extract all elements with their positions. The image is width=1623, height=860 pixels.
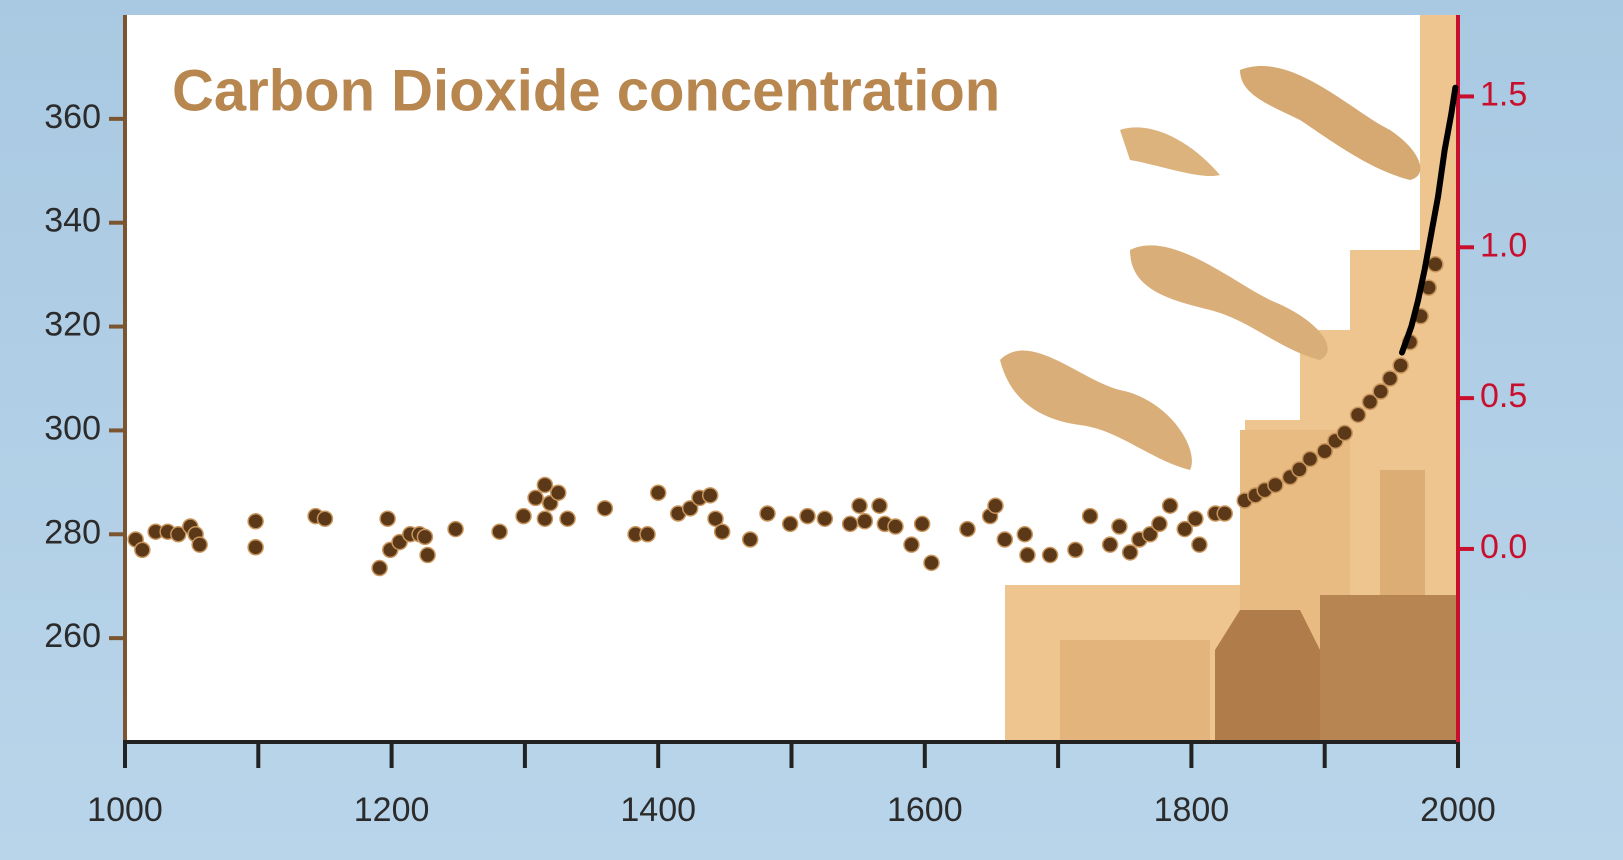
data-point — [1151, 515, 1168, 533]
data-point — [515, 507, 532, 525]
x-tick-label: 1400 — [620, 791, 696, 829]
data-point — [247, 539, 264, 556]
y2-tick-label: 0.5 — [1480, 377, 1527, 415]
data-point — [1101, 536, 1119, 553]
data-point — [1111, 518, 1128, 535]
data-point — [379, 510, 396, 527]
data-point — [416, 528, 434, 546]
data-point — [491, 523, 508, 540]
data-point — [996, 531, 1014, 548]
data-point — [247, 513, 264, 530]
data-point — [856, 513, 874, 530]
data-point — [681, 500, 699, 517]
data-point — [959, 520, 976, 538]
y-tick-label: 300 — [44, 409, 101, 447]
data-point — [1141, 526, 1159, 543]
data-point — [713, 523, 731, 540]
data-point — [191, 536, 208, 553]
y-tick-label: 320 — [44, 306, 101, 344]
data-point — [1392, 357, 1409, 374]
data-point — [1161, 497, 1179, 514]
data-point — [371, 559, 388, 577]
data-point — [1349, 406, 1367, 424]
data-point — [596, 500, 614, 517]
data-point — [1427, 256, 1444, 273]
data-point — [741, 531, 759, 548]
data-point — [903, 536, 920, 553]
data-point — [639, 526, 656, 543]
factory-illustration — [1000, 15, 1458, 742]
data-point — [923, 554, 940, 572]
data-point — [987, 497, 1004, 514]
data-point — [1381, 370, 1399, 387]
data-point — [559, 510, 576, 527]
data-point — [536, 476, 554, 494]
data-point — [781, 515, 799, 533]
x-tick-label: 1000 — [87, 791, 163, 829]
y2-tick-label: 0.0 — [1480, 528, 1527, 566]
data-point — [316, 510, 334, 527]
data-point — [1067, 541, 1084, 559]
data-point — [170, 526, 187, 543]
data-point — [1016, 526, 1034, 543]
data-point — [841, 515, 859, 533]
data-point — [419, 546, 436, 564]
data-point — [816, 510, 834, 527]
data-point — [1316, 442, 1333, 460]
y2-tick-label: 1.5 — [1480, 75, 1527, 113]
data-point — [1121, 544, 1139, 561]
x-tick-label: 2000 — [1420, 791, 1496, 829]
data-point — [1187, 510, 1204, 527]
data-point — [527, 489, 544, 507]
data-point — [759, 505, 776, 522]
data-point — [887, 518, 904, 535]
data-point — [536, 510, 554, 527]
data-point — [134, 541, 151, 559]
data-point — [1081, 507, 1099, 525]
data-point — [1176, 520, 1193, 538]
data-point — [799, 507, 816, 525]
data-point — [1336, 424, 1353, 442]
data-point — [707, 510, 724, 527]
data-point — [1191, 536, 1208, 553]
data-point — [1041, 546, 1059, 564]
data-point — [1216, 505, 1233, 522]
data-point — [649, 484, 667, 501]
data-point — [549, 484, 567, 501]
data-point — [1372, 383, 1389, 400]
y-tick-label: 260 — [44, 617, 101, 655]
y-tick-label: 280 — [44, 513, 101, 551]
data-point — [1267, 476, 1284, 494]
data-point — [871, 497, 888, 514]
data-point — [1361, 393, 1379, 411]
data-point — [1019, 546, 1036, 564]
x-tick-label: 1200 — [354, 791, 430, 829]
data-point — [701, 487, 719, 504]
data-point — [851, 497, 868, 514]
data-point — [1291, 461, 1308, 478]
data-point — [913, 515, 931, 533]
data-point — [1301, 450, 1319, 468]
y2-tick-label: 1.0 — [1480, 226, 1527, 264]
data-line — [1399, 84, 1459, 356]
x-tick-label: 1800 — [1154, 791, 1230, 829]
x-tick-label: 1600 — [887, 791, 963, 829]
y-tick-label: 340 — [44, 202, 101, 240]
chart-title: Carbon Dioxide concentration — [172, 58, 1000, 123]
y-tick-label: 360 — [44, 98, 101, 136]
data-point — [447, 520, 464, 538]
